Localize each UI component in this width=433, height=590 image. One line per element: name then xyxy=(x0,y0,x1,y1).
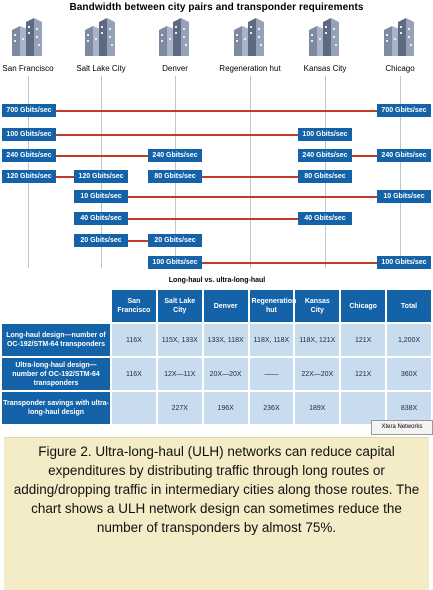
link-line xyxy=(350,155,377,157)
link-line xyxy=(54,134,298,136)
table-row: Transponder savings with ultra-long-haul… xyxy=(2,392,431,424)
table-row: Ultra-long-haul design—number of OC-192/… xyxy=(2,358,431,390)
table-cell: —— xyxy=(249,358,294,390)
row-header: Transponder savings with ultra-long-haul… xyxy=(2,392,110,424)
link-line xyxy=(126,196,377,198)
table-cell: 121X xyxy=(341,358,386,390)
column-header: Chicago xyxy=(341,290,386,322)
column-header: San Francisco xyxy=(112,290,156,322)
link-start-label: 240 Gbits/sec xyxy=(298,149,352,162)
header-corner xyxy=(2,290,110,322)
link-end-label: 240 Gbits/sec xyxy=(377,149,431,162)
city-salt-lake-city: Salt Lake City xyxy=(66,16,136,73)
row-header: Ultra-long-haul design—number of OC-192/… xyxy=(2,358,110,390)
city-guide-line xyxy=(400,76,401,268)
table-row: Long-haul design—number of OC-192/STM-64… xyxy=(2,324,431,356)
table-cell: 12X—11X xyxy=(157,358,202,390)
table-cell: 1,200X xyxy=(387,324,431,356)
table-cell xyxy=(341,392,386,424)
figure-title: Bandwidth between city pairs and transpo… xyxy=(69,2,364,13)
city-label: Chicago xyxy=(385,64,415,73)
city-skyline-icon xyxy=(309,18,339,56)
city-label: San Francisco xyxy=(2,64,54,73)
table-cell: 236X xyxy=(249,392,294,424)
figure-caption: Figure 2. Ultra-long-haul (ULH) networks… xyxy=(4,437,429,590)
column-header: Total xyxy=(387,290,431,322)
city-chicago: Chicago xyxy=(365,16,433,73)
link-start-label: 240 Gbits/sec xyxy=(2,149,56,162)
link-end-label: 100 Gbits/sec xyxy=(298,128,352,141)
link-line xyxy=(54,155,148,157)
table-cell: 189X xyxy=(295,392,340,424)
table-cell: 360X xyxy=(387,358,431,390)
table-cell: 227X xyxy=(157,392,202,424)
comparison-table: San Francisco Salt Lake City Denver Rege… xyxy=(0,288,433,426)
table-cell: 20X—20X xyxy=(203,358,248,390)
table-cell: 133X, 118X xyxy=(203,324,248,356)
city-denver: Denver xyxy=(140,16,210,73)
city-guide-line xyxy=(250,76,251,268)
link-end-label: 80 Gbits/sec xyxy=(298,170,352,183)
city-skyline-icon xyxy=(85,18,115,56)
link-start-label: 10 Gbits/sec xyxy=(74,190,128,203)
link-line xyxy=(200,262,377,264)
link-end-label: 700 Gbits/sec xyxy=(377,104,431,117)
city-skyline-icon xyxy=(384,18,414,56)
city-label: Salt Lake City xyxy=(76,64,126,73)
link-start-label: 100 Gbits/sec xyxy=(148,256,202,269)
table-cell: 116X xyxy=(112,358,156,390)
credit-badge: Xtera Networks xyxy=(371,420,433,435)
city-label: Kansas City xyxy=(303,64,347,73)
city-san-francisco: San Francisco xyxy=(0,16,63,73)
table-cell: 115X, 133X xyxy=(157,324,202,356)
table-cell: 118X, 121X xyxy=(295,324,340,356)
city-kansas-city: Kansas City xyxy=(290,16,360,73)
column-header: Denver xyxy=(203,290,248,322)
link-line xyxy=(54,176,74,178)
link-line xyxy=(126,240,148,242)
city-skyline-icon xyxy=(234,18,264,56)
link-start-label: 40 Gbits/sec xyxy=(74,212,128,225)
table-cell: 838X xyxy=(387,392,431,424)
city-skyline-icon xyxy=(159,18,189,56)
table-cell: 116X xyxy=(112,324,156,356)
link-start-label: 700 Gbits/sec xyxy=(2,104,56,117)
city-label: Regeneration hut xyxy=(219,64,281,73)
table-cell xyxy=(112,392,156,424)
link-start-label: 100 Gbits/sec xyxy=(2,128,56,141)
city-regeneration-hut: Regeneration hut xyxy=(215,16,285,73)
table-cell: 118X, 118X xyxy=(249,324,294,356)
row-header: Long-haul design—number of OC-192/STM-64… xyxy=(2,324,110,356)
link-end-label: 10 Gbits/sec xyxy=(377,190,431,203)
city-skyline-icon xyxy=(12,18,42,56)
link-end-label: 240 Gbits/sec xyxy=(148,149,202,162)
column-header: Salt Lake City xyxy=(157,290,202,322)
table-header-row: San Francisco Salt Lake City Denver Rege… xyxy=(2,290,431,322)
table-cell: 121X xyxy=(341,324,386,356)
link-end-label: 120 Gbits/sec xyxy=(74,170,128,183)
column-header: Kansas City xyxy=(295,290,340,322)
table-caption: Long-haul vs. ultra-long-haul xyxy=(168,277,266,284)
link-end-label: 100 Gbits/sec xyxy=(377,256,431,269)
link-start-label: 20 Gbits/sec xyxy=(74,234,128,247)
table-cell: 196X xyxy=(203,392,248,424)
link-start-label: 80 Gbits/sec xyxy=(148,170,202,183)
table-cell: 22X—20X xyxy=(295,358,340,390)
link-line xyxy=(54,110,377,112)
link-end-label: 40 Gbits/sec xyxy=(298,212,352,225)
city-label: Denver xyxy=(162,64,188,73)
link-end-label: 20 Gbits/sec xyxy=(148,234,202,247)
link-start-label: 120 Gbits/sec xyxy=(2,170,56,183)
link-line xyxy=(200,176,298,178)
column-header: Regeneration hut xyxy=(249,290,296,322)
link-line xyxy=(126,218,298,220)
